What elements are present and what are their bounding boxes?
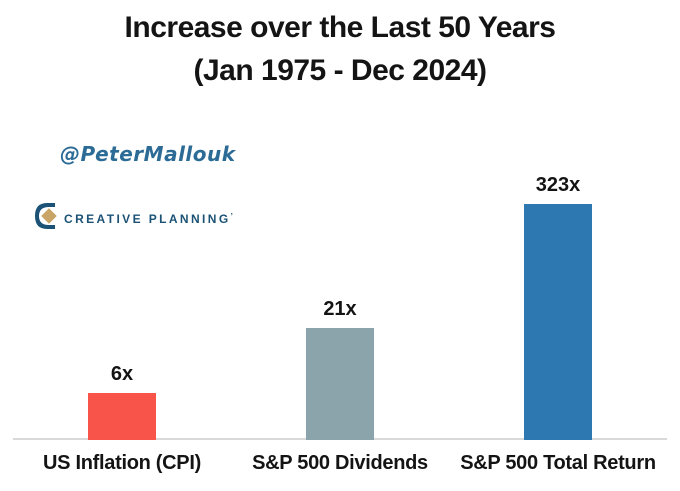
bar-value-label: 21x [323, 298, 357, 320]
author-handle: @PeterMallouk [60, 142, 236, 166]
bar-value-label: 323x [535, 174, 581, 196]
logo-trademark-mark: ’ [230, 211, 233, 221]
bar-value-label: 6x [110, 363, 134, 385]
chart-title-line1: Increase over the Last 50 Years [124, 11, 556, 44]
bar-sp500-dividends [306, 328, 374, 440]
chart-title-line2: (Jan 1975 - Dec 2024) [193, 54, 487, 87]
category-label: S&P 500 Total Return [460, 452, 656, 474]
creative-planning-logo-text: CREATIVE PLANNING’ [64, 211, 233, 226]
bar-sp500-total-return [524, 204, 592, 440]
chart-title: Increase over the Last 50 Years (Jan 197… [0, 6, 680, 92]
creative-planning-logo-icon [34, 202, 57, 235]
category-label: US Inflation (CPI) [43, 452, 201, 474]
category-label: S&P 500 Dividends [252, 452, 428, 474]
bar-us-inflation [88, 393, 156, 440]
creative-planning-logo: CREATIVE PLANNING’ [34, 202, 233, 235]
